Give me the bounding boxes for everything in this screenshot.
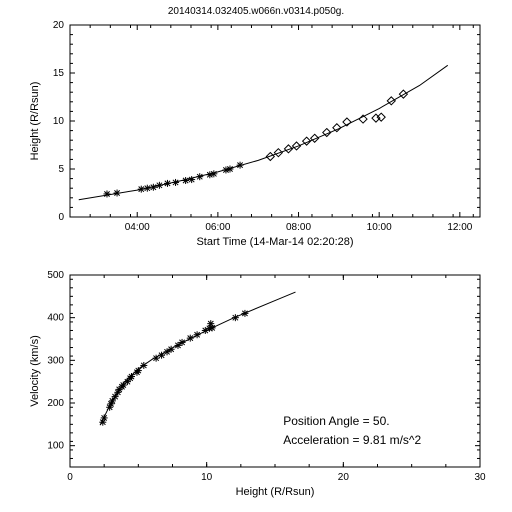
data-marker-asterisk [232, 314, 239, 321]
data-marker-asterisk [226, 166, 233, 173]
y-tick-label: 20 [53, 20, 65, 31]
data-marker-asterisk [194, 331, 201, 338]
x-tick-label: 08:00 [286, 222, 311, 233]
y-tick-label: 500 [47, 270, 64, 281]
data-marker-asterisk [103, 190, 110, 197]
y-tick-label: 400 [47, 313, 64, 324]
y-tick-label: 15 [53, 68, 65, 79]
data-marker-asterisk [182, 177, 189, 184]
data-marker-asterisk [153, 355, 160, 362]
data-marker-asterisk [179, 339, 186, 346]
x-tick-label: 04:00 [125, 222, 150, 233]
fit-curve [100, 292, 295, 425]
data-marker-asterisk [209, 324, 216, 331]
y-tick-label: 5 [58, 164, 64, 175]
y-axis-label: Velocity (km/s) [29, 335, 41, 407]
y-tick-label: 0 [58, 212, 64, 223]
data-marker-asterisk [164, 180, 171, 187]
acceleration-label: Acceleration = 9.81 m/s^2 [283, 433, 421, 447]
chart-title: 20140314.032405.w066n.v0314.p050g. [168, 6, 344, 17]
data-marker-asterisk [168, 346, 175, 353]
x-tick-label: 10 [201, 472, 213, 483]
data-marker-asterisk [174, 342, 181, 349]
y-tick-label: 10 [53, 116, 65, 127]
data-marker-asterisk [237, 162, 244, 169]
x-tick-label: 0 [67, 472, 73, 483]
x-tick-label: 06:00 [205, 222, 230, 233]
data-marker-asterisk [210, 170, 217, 177]
data-marker-asterisk [156, 182, 163, 189]
data-marker-asterisk [196, 173, 203, 180]
x-tick-label: 12:00 [447, 222, 472, 233]
y-tick-label: 100 [47, 441, 64, 452]
y-tick-label: 200 [47, 398, 64, 409]
data-marker-asterisk [172, 179, 179, 186]
data-marker-asterisk [140, 362, 147, 369]
data-marker-asterisk [150, 184, 157, 191]
data-marker-asterisk [187, 335, 194, 342]
y-tick-label: 300 [47, 355, 64, 366]
data-marker-asterisk [144, 185, 151, 192]
fit-curve [79, 65, 448, 199]
x-tick-label: 20 [338, 472, 350, 483]
y-axis-label: Height (R/Rsun) [29, 82, 41, 161]
data-marker-asterisk [241, 310, 248, 317]
x-tick-label: 10:00 [367, 222, 392, 233]
x-tick-label: 30 [474, 472, 486, 483]
data-marker-asterisk [188, 176, 195, 183]
x-axis-label: Start Time (14-Mar-14 02:20:28) [196, 236, 353, 248]
data-marker-diamond [399, 90, 407, 98]
data-marker-asterisk [101, 414, 108, 421]
x-axis-label: Height (R/Rsun) [236, 486, 315, 498]
data-marker-asterisk [135, 367, 142, 374]
data-marker-asterisk [114, 190, 121, 197]
data-marker-asterisk [128, 373, 135, 380]
data-marker-asterisk [138, 186, 145, 193]
position-angle-label: Position Angle = 50. [283, 414, 389, 428]
data-marker-asterisk [158, 352, 165, 359]
